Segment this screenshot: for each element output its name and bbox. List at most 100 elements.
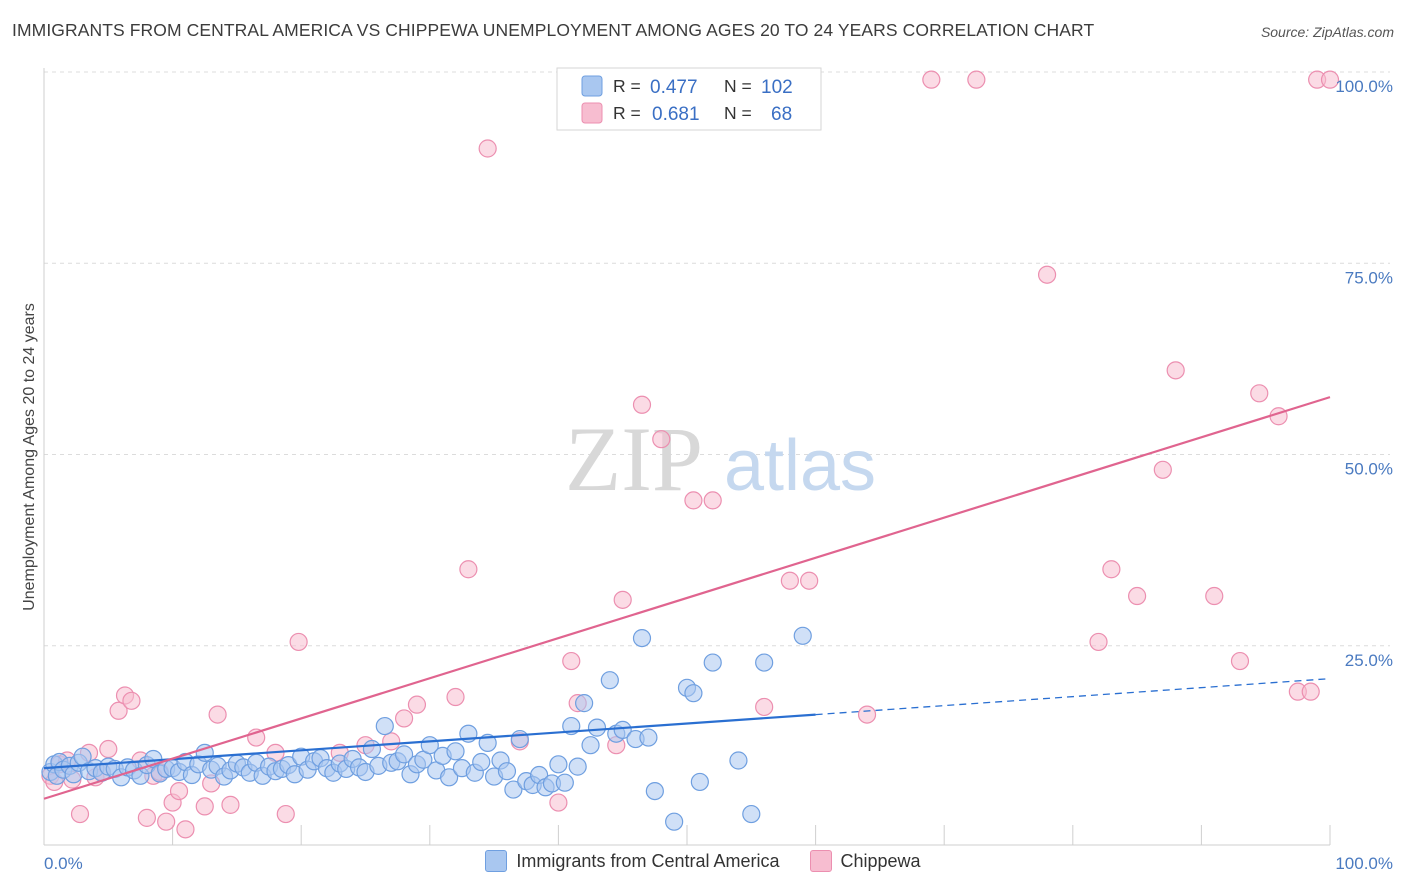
y-tick-label: 25.0% xyxy=(1345,651,1393,670)
bottom-legend: Immigrants from Central America Chippewa xyxy=(0,850,1406,872)
data-point xyxy=(446,742,465,761)
data-point xyxy=(665,812,684,831)
data-point xyxy=(632,395,652,414)
data-point xyxy=(690,772,709,792)
data-point xyxy=(362,739,382,759)
data-point xyxy=(568,757,587,776)
y-tick-label: 50.0% xyxy=(1345,460,1393,479)
data-point xyxy=(652,430,671,449)
data-point xyxy=(472,752,491,772)
data-point xyxy=(221,795,240,814)
trend-lines xyxy=(43,396,1331,800)
data-point xyxy=(382,732,401,751)
data-point xyxy=(169,781,189,801)
data-point xyxy=(394,745,414,764)
data-point xyxy=(394,709,414,728)
legend-item-chippewa: Chippewa xyxy=(809,850,921,872)
data-point xyxy=(967,70,986,89)
data-point xyxy=(800,571,819,590)
data-point xyxy=(510,729,529,749)
data-point xyxy=(549,793,568,812)
data-point xyxy=(703,491,722,510)
correlation-legend: R = 0.477 N = 102 R = 0.681 N = 68 xyxy=(556,67,822,131)
data-point xyxy=(375,716,394,736)
data-point xyxy=(1166,361,1185,380)
x-tick-label: 100.0% xyxy=(1335,854,1393,873)
data-point xyxy=(1320,70,1340,89)
swatch-blue xyxy=(485,850,508,872)
data-point xyxy=(780,571,799,590)
data-point xyxy=(289,632,308,652)
data-point xyxy=(613,590,632,609)
data-point xyxy=(195,797,214,816)
data-point xyxy=(632,628,652,648)
data-point xyxy=(497,762,517,781)
legend-item-central-america: Immigrants from Central America xyxy=(485,850,780,872)
data-point xyxy=(176,820,195,839)
data-point xyxy=(1102,560,1121,579)
data-point xyxy=(276,804,295,824)
gridlines xyxy=(44,71,1390,647)
data-point xyxy=(645,781,664,801)
data-point xyxy=(1153,460,1172,479)
legend-r-pink: 0.681 xyxy=(652,104,700,125)
data-point xyxy=(793,626,812,645)
y-tick-label: 75.0% xyxy=(1345,268,1393,287)
data-point xyxy=(446,687,465,707)
data-point xyxy=(922,70,941,89)
data-point xyxy=(478,139,497,158)
data-point xyxy=(459,560,478,579)
data-point xyxy=(504,780,523,799)
data-point xyxy=(1250,384,1269,403)
y-tick-label: 100.0% xyxy=(1335,77,1393,96)
trend-line-extension xyxy=(815,677,1331,716)
data-point xyxy=(109,701,128,720)
central-america-points xyxy=(41,626,812,831)
trend-line xyxy=(43,396,1331,800)
data-point xyxy=(742,804,761,824)
chart-title: IMMIGRANTS FROM CENTRAL AMERICA VS CHIPP… xyxy=(12,20,1095,40)
legend-r-blue: 0.477 xyxy=(650,77,698,98)
data-point xyxy=(600,671,619,690)
data-point xyxy=(703,653,722,672)
data-point xyxy=(122,691,141,710)
legend-swatch-pink xyxy=(581,102,603,124)
data-point xyxy=(407,695,427,714)
data-point xyxy=(562,651,581,671)
x-tick-label: 0.0% xyxy=(44,854,83,873)
data-point xyxy=(581,736,600,755)
data-point xyxy=(729,751,748,770)
data-point xyxy=(1127,586,1147,606)
legend-label-central-america: Immigrants from Central America xyxy=(516,850,780,871)
source-label: Source: ZipAtlas.com xyxy=(1260,24,1394,40)
data-point xyxy=(137,808,156,827)
legend-swatch-blue xyxy=(581,75,603,97)
legend-n-blue: 102 xyxy=(761,77,793,98)
swatch-pink xyxy=(809,850,832,872)
data-point xyxy=(755,653,774,672)
data-point xyxy=(70,804,90,824)
data-point xyxy=(613,720,632,740)
watermark-zip: ZIP xyxy=(565,408,703,510)
data-point xyxy=(549,755,568,774)
legend-n-pink: 68 xyxy=(771,104,792,125)
data-point xyxy=(587,718,607,737)
legend-n-label-2: N = xyxy=(724,103,752,123)
y-axis-label: Unemployment Among Ages 20 to 24 years xyxy=(21,303,38,611)
data-point xyxy=(208,705,227,724)
axes xyxy=(43,68,1331,846)
legend-label-chippewa: Chippewa xyxy=(840,850,921,871)
data-point xyxy=(439,768,459,787)
legend-n-label: N = xyxy=(724,76,752,96)
data-point xyxy=(555,773,574,792)
data-point xyxy=(755,697,774,717)
tick-labels: 25.0% 50.0% 75.0% 100.0% 0.0% 100.0% xyxy=(44,77,1393,873)
data-point xyxy=(99,739,118,759)
data-point xyxy=(1301,682,1320,701)
data-point xyxy=(684,684,703,703)
data-point xyxy=(1205,586,1224,606)
data-point xyxy=(857,705,877,724)
data-point xyxy=(684,491,703,510)
legend-r-label-2: R = xyxy=(613,103,641,123)
